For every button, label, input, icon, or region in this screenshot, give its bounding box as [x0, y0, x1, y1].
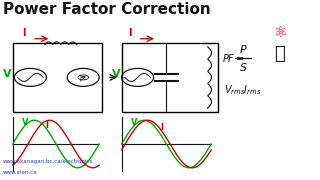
Text: V: V	[112, 69, 121, 79]
Text: $V_{rms}I_{rms}$: $V_{rms}I_{rms}$	[224, 83, 262, 97]
Text: V: V	[22, 118, 29, 127]
Bar	[13, 43, 102, 112]
Text: I: I	[45, 121, 48, 130]
Text: V: V	[131, 118, 138, 127]
Text: V: V	[3, 69, 12, 79]
Text: ⚛: ⚛	[273, 25, 287, 40]
Text: I: I	[128, 28, 132, 38]
Bar	[122, 43, 218, 112]
Text: $P$: $P$	[239, 43, 248, 55]
Text: $S$: $S$	[239, 61, 248, 73]
Text: I: I	[22, 28, 26, 38]
Text: 🐂: 🐂	[274, 45, 284, 63]
Text: www.okanagan.bc.ca/electronics: www.okanagan.bc.ca/electronics	[3, 159, 93, 165]
Text: $PF=$: $PF=$	[222, 52, 245, 64]
Text: www.elen.ca: www.elen.ca	[3, 170, 38, 175]
Text: Power Factor Correction: Power Factor Correction	[3, 2, 211, 17]
Text: I: I	[160, 123, 163, 132]
